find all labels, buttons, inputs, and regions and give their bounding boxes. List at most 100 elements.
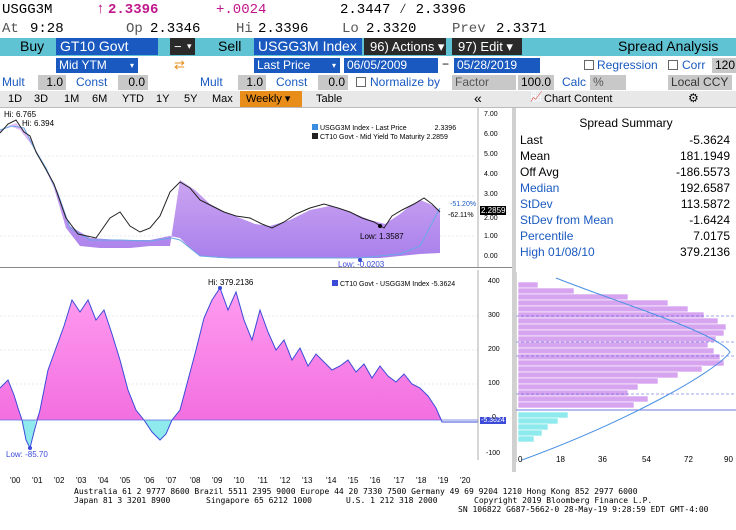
- factor-select[interactable]: Factor: [452, 75, 516, 90]
- corr-checkbox[interactable]: [668, 60, 678, 70]
- spread-chart-svg: [0, 270, 479, 460]
- low-marker: [28, 446, 32, 450]
- calc-select[interactable]: %: [590, 75, 626, 90]
- legend-item-spread: CT10 Govt - USGG3M Index: [339, 281, 430, 288]
- spread-summary-panel: Spread Summary Last -5.3624 Mean 181.1949 …: [516, 108, 736, 270]
- tab-6m[interactable]: 6M: [92, 93, 108, 105]
- buy-dropdown-button[interactable]: −: [170, 38, 186, 55]
- legend-item-10y: CT10 Govt - Mid Yield To Maturity: [319, 134, 425, 141]
- normalize-checkbox[interactable]: [356, 77, 366, 87]
- low-label-1: Low: 1.3587: [360, 232, 404, 241]
- edit-menu[interactable]: 97) Edit ▾: [452, 38, 522, 55]
- y-tick: 2.00: [484, 215, 498, 222]
- tab-3d[interactable]: 3D: [34, 93, 49, 105]
- tab-1y[interactable]: 1Y: [156, 93, 170, 105]
- const-input-2[interactable]: 0.0: [318, 75, 348, 90]
- spread-chart: Hi: 379.2136 Low: -85.70 CT10 Govt - USG…: [0, 270, 512, 485]
- ticker: USGG3M: [2, 2, 53, 18]
- mult-input-2[interactable]: 1.0: [238, 75, 266, 90]
- const-label-2: Const: [276, 75, 308, 89]
- tab-max[interactable]: Max: [212, 93, 233, 105]
- y-tick: 300: [488, 312, 500, 319]
- tab-1d[interactable]: 1D: [8, 93, 23, 105]
- adjust-row: Mult 1.0 Const 0.0 Mult 1.0 Const 0.0 No…: [0, 74, 736, 91]
- prev-value: 2.3371: [496, 21, 547, 37]
- chevron-down-icon[interactable]: ▾: [126, 58, 138, 73]
- regression-checkbox[interactable]: [584, 60, 594, 70]
- footer-us: U.S. 1 212 318 2000: [346, 496, 438, 505]
- y-tick: 3.00: [484, 191, 498, 198]
- swap-icon[interactable]: ⇄: [174, 57, 185, 72]
- mult-input-1[interactable]: 1.0: [38, 75, 66, 90]
- prev-label: Prev: [452, 21, 486, 37]
- net-change: +.0024: [216, 2, 267, 18]
- footer-session: SN 106822 G687-5662-0 28-May-19 9:28:59 …: [458, 505, 709, 514]
- up-arrow-icon: ↑: [96, 1, 106, 18]
- y-tick: 5.00: [484, 151, 498, 158]
- gear-icon[interactable]: ⚙: [688, 91, 699, 105]
- tab-1m[interactable]: 1M: [64, 93, 80, 105]
- pct-label-2: -62.11%: [448, 212, 474, 219]
- corr-window-input[interactable]: 120: [712, 58, 736, 73]
- security-toolbar: Buy GT10 Govt − ▾ Sell USGG3M Index 96) …: [0, 38, 736, 56]
- regression-label: Regression: [597, 58, 658, 72]
- y-tick: 4.00: [484, 171, 498, 178]
- legend-bottom: CT10 Govt - USGG3M Index -5.3624: [332, 280, 456, 288]
- y-tick: -100: [486, 450, 501, 457]
- open-value: 2.3346: [150, 21, 201, 37]
- panel-divider[interactable]: [512, 108, 516, 472]
- legend-value-spread: -5.3624: [431, 281, 456, 288]
- tab-table[interactable]: Table: [316, 93, 343, 105]
- y-tick: 1.00: [484, 233, 498, 240]
- quote-stats: At 9:28 Op 2.3346 Hi 2.3396 Lo 2.3320 Pr…: [0, 20, 736, 38]
- y-tick: 0.00: [484, 253, 498, 260]
- summary-row-last: Last -5.3624: [520, 133, 730, 147]
- high-label: Hi: [236, 21, 253, 37]
- sell-security-field[interactable]: USGG3M Index: [254, 38, 362, 55]
- const-input-1[interactable]: 0.0: [118, 75, 148, 90]
- chevron-down-icon[interactable]: ▾: [184, 38, 195, 55]
- summary-row-percentile[interactable]: Percentile 7.0175: [520, 229, 730, 243]
- mult-label-1: Mult: [2, 75, 25, 89]
- start-date-input[interactable]: 06/05/2009: [344, 58, 438, 73]
- currency-select[interactable]: Local CCY: [668, 75, 732, 90]
- end-date-input[interactable]: 05/28/2019: [454, 58, 540, 73]
- summary-row-median[interactable]: Median 192.6587: [520, 181, 730, 195]
- sell-field-select[interactable]: Last Price: [254, 58, 340, 73]
- bid-ask: 2.3447 ∕ 2.3396: [340, 2, 467, 18]
- summary-row-stdev[interactable]: StDev 113.5872: [520, 197, 730, 211]
- calc-label: Calc: [562, 75, 587, 89]
- summary-row-stdev-from-mean[interactable]: StDev from Mean -1.6424: [520, 213, 730, 227]
- y-tick: 6.00: [484, 131, 498, 138]
- low-marker-3m: [358, 258, 362, 262]
- buy-field-select[interactable]: Mid YTM: [56, 58, 138, 73]
- footer-singapore: Singapore 65 6212 1000: [206, 496, 312, 505]
- summary-row-offavg: Off Avg -186.5573: [520, 165, 730, 179]
- const-label-1: Const: [76, 75, 108, 89]
- tab-weekly[interactable]: Weekly ▾: [240, 91, 302, 107]
- legend-item-3m: USGG3M Index - Last Price: [319, 125, 407, 132]
- normalize-label: Normalize by: [370, 75, 441, 89]
- tab-5y[interactable]: 5Y: [184, 93, 198, 105]
- range-tabs: 1D 3D 1M 6M YTD 1Y 5Y Max Weekly ▾ Table…: [0, 90, 736, 108]
- summary-title: Spread Summary: [579, 116, 673, 130]
- spread-hi-label: Hi: 379.2136: [208, 278, 254, 287]
- tab-ytd[interactable]: YTD: [122, 93, 144, 105]
- pct-label-1: -51.20%: [450, 201, 477, 208]
- buy-security-field[interactable]: GT10 Govt: [56, 38, 158, 55]
- y-tick: 400: [488, 278, 500, 285]
- open-label: Op: [126, 21, 143, 37]
- spread-last-tag: -5.3624: [480, 417, 506, 424]
- chevron-down-icon[interactable]: ▾: [328, 58, 340, 73]
- y-tick: 100: [488, 380, 500, 387]
- actions-menu[interactable]: 96) Actions ▾: [364, 38, 446, 55]
- summary-row-high[interactable]: High 01/08/10 379.2136: [520, 245, 730, 259]
- date-separator: −: [442, 57, 450, 71]
- factor-value-input[interactable]: 100.0: [518, 75, 554, 90]
- legend-value-10y: 2.2859: [426, 134, 448, 141]
- hi-label-1: Hi: 6.765: [4, 110, 37, 119]
- collapse-icon[interactable]: «: [474, 90, 482, 106]
- chart-content-label[interactable]: Chart Content: [544, 93, 613, 105]
- mult-label-2: Mult: [200, 75, 223, 89]
- y-tick: 7.00: [484, 111, 498, 118]
